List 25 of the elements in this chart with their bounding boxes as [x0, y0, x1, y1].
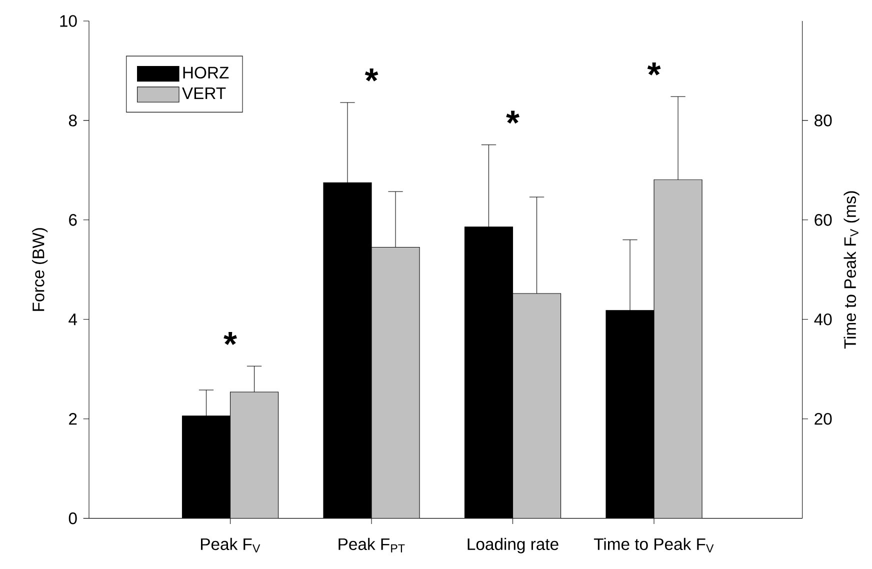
y2-tick-label: 60	[814, 214, 832, 226]
y-tick-label: 4	[68, 314, 78, 325]
y2-tick-label: 20	[814, 412, 832, 425]
legend-label: HORZ	[183, 66, 229, 78]
y2-tick-label: 40	[814, 313, 832, 326]
bar	[512, 293, 562, 518]
bar	[230, 392, 278, 518]
annotation: *	[506, 110, 520, 124]
bar	[372, 247, 420, 518]
y-tick-label: 0	[68, 512, 77, 524]
x-tick-label: Peak F$_{PT}$	[338, 538, 405, 552]
x-tick-label: Time to Peak F$_{V}$	[594, 538, 714, 552]
annotation: *	[364, 68, 378, 82]
annotation: *	[224, 332, 237, 345]
y-tick-label: 2	[69, 412, 77, 425]
y2-tick-label: 80	[814, 114, 832, 126]
y-tick-label: 8	[68, 114, 77, 126]
x-tick-label: Loading rate	[468, 538, 558, 554]
y-axis-title: Force (BW)	[32, 228, 48, 311]
y-tick-label: 6	[69, 214, 77, 226]
annotation: *	[647, 62, 661, 76]
x-tick-label: Peak F$_{V}$	[200, 538, 260, 552]
y2-axis-title: Time to Peak F$_{V}$ (ms)	[844, 191, 860, 348]
legend-label: VERT	[182, 87, 226, 99]
y-tick-label: 10	[60, 14, 77, 27]
